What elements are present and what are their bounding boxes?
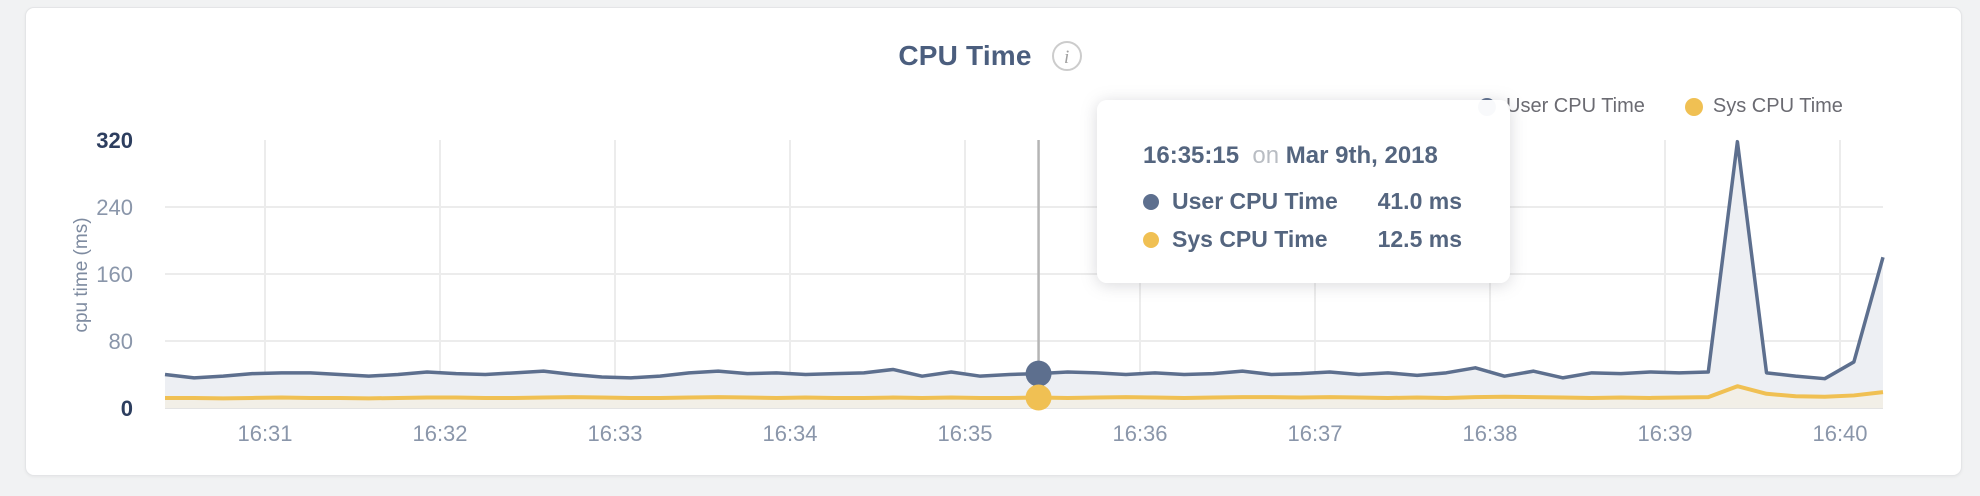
tooltip-user-dot-icon [1143,193,1159,210]
y-tick-label: 0 [121,396,133,421]
legend-label-user: User CPU Time [1506,95,1645,117]
x-tick-label: 16:40 [1812,421,1867,446]
hover-tooltip: 16:35:15 on Mar 9th, 2018 User CPU Time … [1097,100,1510,283]
tooltip-row-user: User CPU Time 41.0 ms [1143,188,1462,215]
info-icon[interactable]: i [1051,41,1082,71]
tooltip-sys-dot-icon [1143,231,1159,248]
user-cpu-area [165,141,1883,409]
y-tick-label: 80 [109,329,133,354]
y-tick-label: 320 [96,128,133,153]
user-cpu-line [164,139,1885,381]
x-tick-label: 16:32 [412,421,467,446]
chart-header: CPU Time i [0,40,1980,72]
tooltip-sys-label: Sys CPU Time [1172,226,1328,252]
y-tick-label: 240 [96,195,133,220]
chart-title: CPU Time [898,40,1032,71]
sys-cpu-line [165,384,1884,401]
tooltip-time: 16:35:15 [1143,142,1240,169]
x-tick-label: 16:33 [587,421,642,446]
hover-point-sys [1025,384,1052,411]
x-tick-label: 16:37 [1287,421,1342,446]
sys-cpu-area [165,386,1883,408]
x-tick-label: 16:35 [937,421,992,446]
tooltip-user-label: User CPU Time [1172,188,1338,214]
legend-dot-sys-icon [1684,97,1703,116]
tooltip-date: Mar 9th, 2018 [1285,142,1438,169]
legend-item-sys-cpu-time[interactable]: Sys CPU Time [1684,95,1843,118]
x-tick-label: 16:36 [1112,421,1167,446]
x-tick-label: 16:31 [237,421,292,446]
tooltip-row-sys: Sys CPU Time 12.5 ms [1143,226,1462,253]
tooltip-user-value: 41.0 ms [1377,188,1462,214]
x-tick-label: 16:38 [1462,421,1517,446]
chart-legend: User CPU Time Sys CPU Time [1478,95,1843,118]
y-tick-label: 160 [96,262,133,287]
legend-label-sys: Sys CPU Time [1712,95,1843,117]
hover-point-user [1025,360,1052,387]
x-tick-label: 16:34 [762,421,817,446]
tooltip-sys-value: 12.5 ms [1377,226,1462,252]
tooltip-timestamp: 16:35:15 on Mar 9th, 2018 [1143,142,1438,169]
x-tick-label: 16:39 [1637,421,1692,446]
